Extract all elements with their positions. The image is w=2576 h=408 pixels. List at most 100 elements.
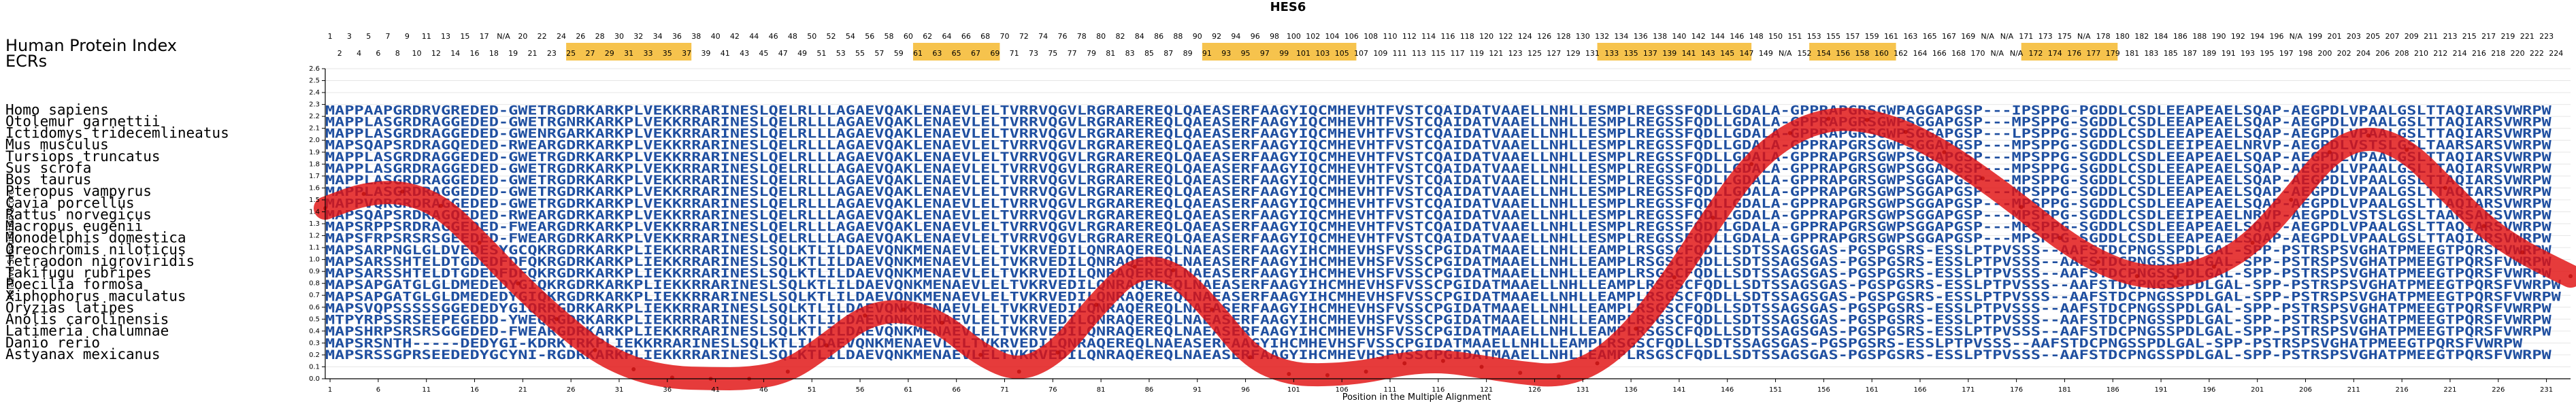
score-line — [314, 107, 2576, 390]
hpi-index-label: 22 — [538, 32, 547, 41]
x-tick-label: 71 — [1000, 386, 1009, 394]
sequence-row: MAPSQAPSRDRAGQEDED-RWEARGDRKARKPLVEKKRRA… — [325, 138, 2552, 153]
hpi-index-label: 135 — [1624, 49, 1638, 58]
score-point — [1634, 326, 1638, 331]
x-tick-label: 66 — [952, 386, 961, 394]
hpi-index-label: 214 — [2453, 49, 2467, 58]
species-label: Takifugu rubripes — [5, 265, 152, 281]
hpi-index-label: 212 — [2433, 49, 2447, 58]
hpi-index-label: 3 — [347, 32, 352, 41]
hpi-index-label: 210 — [2414, 49, 2428, 58]
hpi-index-label: 83 — [1125, 49, 1135, 58]
hpi-index-label: 115 — [1431, 49, 1445, 58]
hpi-index-label: 67 — [971, 49, 980, 58]
hpi-index-label: 69 — [990, 49, 1000, 58]
hpi-index-label: 47 — [778, 49, 788, 58]
hpi-index-label: 65 — [952, 49, 961, 58]
hpi-index-label: 181 — [2125, 49, 2139, 58]
hpi-index-label: 86 — [1154, 32, 1163, 41]
hpi-index-label: 187 — [2183, 49, 2197, 58]
human-protein-index: 1 3 5 7 9 11 13 15 17 N/A 20 22 24 26 28 30 32 34 36 38 40 42… — [328, 32, 2564, 58]
y-tick-label: 1.9 — [309, 149, 320, 156]
hpi-index-label: 44 — [749, 32, 759, 41]
hpi-index-label: 208 — [2395, 49, 2409, 58]
x-tick-label: 106 — [1336, 386, 1349, 394]
hpi-index-label: 191 — [2222, 49, 2236, 58]
x-axis-label: Position in the Multiple Alignment — [1342, 392, 1491, 403]
sequence-row: MAPSAPGATGLGLDMEDEDYGIQKRGDRKARKPLIEKKRR… — [325, 289, 2562, 304]
sequence-row: MAPSARSSHTELDTGDEDFDFQKRGDRKARKPLIEKKRRA… — [325, 254, 2552, 269]
hpi-index-label: 72 — [1019, 32, 1029, 41]
hpi-index-label: 146 — [1730, 32, 1744, 41]
hpi-index-label: 190 — [2212, 32, 2226, 41]
score-point — [1981, 176, 1985, 181]
species-label: Bos taurus — [5, 171, 91, 188]
hpi-index-label: 203 — [2347, 32, 2361, 41]
x-tick-label: 51 — [808, 386, 816, 394]
y-tick-label: 2.2 — [309, 113, 320, 120]
hpi-index-label: 118 — [1460, 32, 1474, 41]
score-point — [2250, 241, 2255, 245]
species-label: Mus musculus — [5, 137, 109, 153]
score-point — [554, 317, 559, 322]
species-label: Rattus norvegicus — [5, 206, 152, 222]
hpi-index-label: N/A — [2010, 49, 2024, 58]
hpi-index-label: 151 — [1787, 32, 1802, 41]
hpi-index-label: 91 — [1202, 49, 1212, 58]
score-point — [1325, 373, 1330, 377]
hpi-index-label: N/A — [1779, 49, 1792, 58]
ecr-label: ECRs — [5, 52, 47, 71]
ecr-regions — [566, 43, 2118, 61]
ecr-region — [566, 43, 692, 61]
score-point — [1364, 369, 1368, 374]
hpi-index-label: 139 — [1662, 49, 1677, 58]
hpi-index-label: 24 — [557, 32, 566, 41]
x-tick-label: 131 — [1576, 386, 1589, 394]
sequence-row: MAPPLASGRDRAGGEDED-GWETRGNRKARKPLVEKKRRA… — [325, 115, 2552, 130]
hpi-index-label: 136 — [1634, 32, 1648, 41]
score-point — [1826, 116, 1831, 121]
hpi-index-label: 156 — [1836, 49, 1850, 58]
x-tick-label: 36 — [663, 386, 672, 394]
species-label: Poecilia formosa — [5, 276, 143, 292]
hpi-index-label: 90 — [1193, 32, 1202, 41]
hpi-index-label: 127 — [1547, 49, 1561, 58]
hpi-index-label: 143 — [1701, 49, 1715, 58]
score-point — [785, 369, 790, 374]
hpi-index-label: 161 — [1884, 32, 1898, 41]
hpi-index-label: 206 — [2375, 49, 2390, 58]
hpi-index-label: 43 — [740, 49, 749, 58]
score-point — [978, 352, 983, 357]
species-label: Ictidomys tridecemlineatus — [5, 125, 229, 141]
hpi-index-label: 173 — [2038, 32, 2053, 41]
x-tick-label: 171 — [1962, 386, 1975, 394]
hpi-index-label: 11 — [422, 32, 431, 41]
score-point — [2443, 186, 2447, 190]
hpi-index-label: 178 — [2096, 32, 2111, 41]
hpi-index-label: 18 — [489, 49, 499, 58]
hpi-index-label: 168 — [1951, 49, 1966, 58]
score-point — [2520, 250, 2525, 255]
chart-title: HES6 — [1270, 0, 1306, 14]
score-point — [2134, 274, 2139, 279]
hpi-index-label: 125 — [1528, 49, 1542, 58]
hpi-index-label: 106 — [1344, 32, 1359, 41]
x-tick-label: 156 — [1817, 386, 1830, 394]
hpi-index-label: 45 — [759, 49, 768, 58]
x-tick-label: 201 — [2251, 386, 2264, 394]
hpi-index-label: 49 — [797, 49, 807, 58]
hpi-index-label: N/A — [497, 32, 510, 41]
hpi-index-label: 99 — [1279, 49, 1289, 58]
hpi-index-label: 10 — [412, 49, 422, 58]
hpi-index-label: 170 — [1970, 49, 1985, 58]
hpi-index-label: N/A — [2077, 32, 2091, 41]
y-tick-label: 0.2 — [309, 352, 320, 359]
hpi-index-label: 175 — [2058, 32, 2072, 41]
y-tick-label: 2.1 — [309, 125, 320, 133]
hpi-index-label: 122 — [1498, 32, 1513, 41]
hpi-index-label: 222 — [2530, 49, 2544, 58]
hpi-index-label: 142 — [1691, 32, 1706, 41]
hpi-index-label: 58 — [885, 32, 894, 41]
x-tick-label: 81 — [1097, 386, 1106, 394]
x-tick-label: 221 — [2443, 386, 2456, 394]
